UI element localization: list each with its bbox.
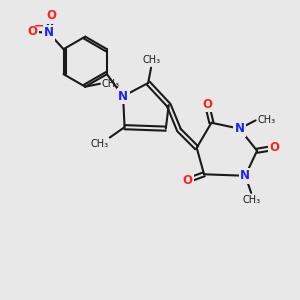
Text: N: N	[44, 26, 54, 40]
Text: CH₃: CH₃	[90, 139, 108, 149]
Text: CH₃: CH₃	[142, 55, 160, 65]
Text: O: O	[202, 98, 212, 111]
Text: N: N	[240, 169, 250, 182]
Text: N: N	[234, 122, 244, 135]
Text: O: O	[28, 25, 38, 38]
Text: O: O	[270, 141, 280, 154]
Text: CH₃: CH₃	[257, 116, 275, 125]
Text: O: O	[46, 9, 56, 22]
Text: N: N	[118, 90, 128, 103]
Text: CH₃: CH₃	[242, 195, 260, 205]
Text: −: −	[34, 19, 44, 32]
Text: CH₃: CH₃	[101, 79, 119, 89]
Text: O: O	[183, 174, 193, 187]
